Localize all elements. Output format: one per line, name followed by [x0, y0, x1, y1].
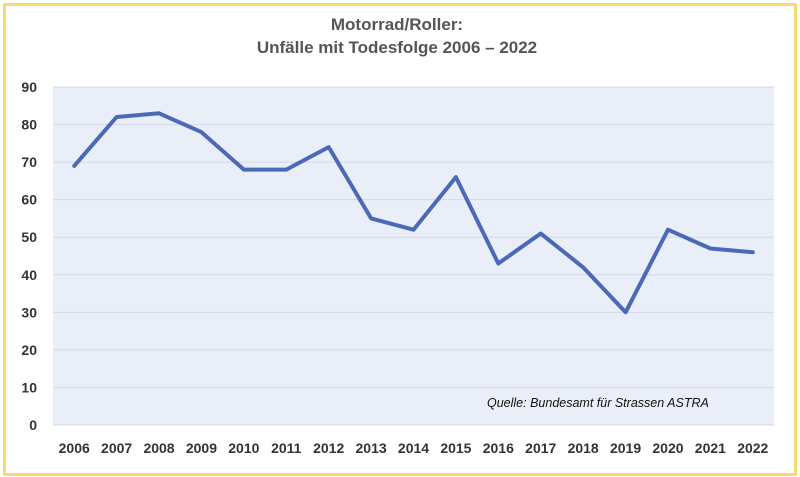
x-tick-label: 2010	[228, 440, 259, 456]
x-tick-label: 2017	[525, 440, 556, 456]
x-tick-label: 2009	[186, 440, 217, 456]
x-tick-label: 2016	[483, 440, 514, 456]
y-tick-label: 50	[21, 229, 37, 245]
chart-subtitle: Unfälle mit Todesfolge 2006 – 2022	[256, 38, 538, 57]
x-tick-label: 2018	[568, 440, 599, 456]
y-tick-label: 60	[21, 192, 37, 208]
y-tick-label: 10	[21, 379, 37, 395]
x-tick-label: 2020	[652, 440, 683, 456]
x-tick-label: 2014	[398, 440, 429, 456]
y-tick-label: 80	[21, 117, 37, 133]
x-tick-label: 2007	[101, 440, 132, 456]
x-tick-label: 2015	[440, 440, 471, 456]
x-tick-label: 2008	[143, 440, 174, 456]
y-tick-label: 30	[21, 304, 37, 320]
plot-area	[53, 87, 774, 425]
x-tick-label: 2011	[271, 440, 302, 456]
y-tick-label: 20	[21, 342, 37, 358]
chart-title-block: Motorrad/Roller: Unfälle mit Todesfolge …	[0, 13, 794, 59]
x-tick-label: 2013	[356, 440, 387, 456]
source-annotation: Quelle: Bundesamt für Strassen ASTRA	[487, 396, 709, 410]
x-tick-label: 2019	[610, 440, 641, 456]
x-tick-label: 2022	[737, 440, 768, 456]
y-tick-label: 0	[29, 417, 37, 433]
chart-title: Motorrad/Roller:	[330, 15, 464, 34]
x-tick-label: 2012	[313, 440, 344, 456]
x-tick-label: 2021	[695, 440, 726, 456]
y-tick-label: 40	[21, 267, 37, 283]
y-tick-label: 70	[21, 154, 37, 170]
y-tick-label: 90	[21, 79, 37, 95]
series-line	[72, 111, 755, 315]
x-tick-label: 2006	[59, 440, 90, 456]
